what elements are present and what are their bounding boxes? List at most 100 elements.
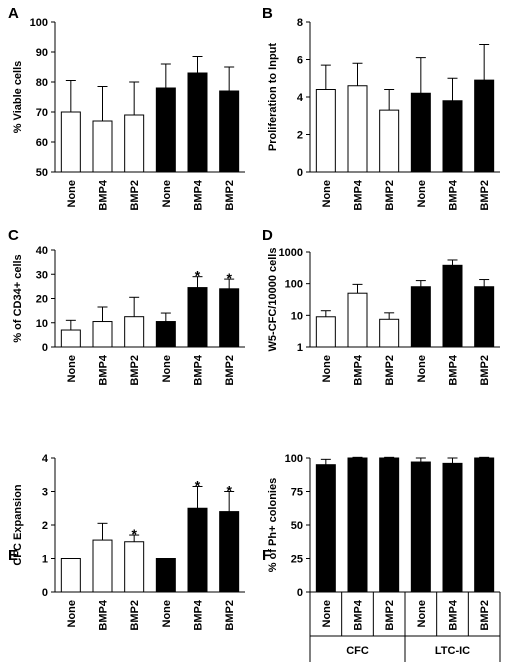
y-axis-label: % Viable cells xyxy=(12,61,24,134)
bar xyxy=(124,114,145,173)
bar xyxy=(474,286,495,348)
bar xyxy=(92,321,113,348)
bar xyxy=(187,507,208,593)
y-tick-label: 0 xyxy=(297,167,303,179)
category-label: None xyxy=(161,355,173,383)
category-label: BMP4 xyxy=(353,354,365,385)
y-tick-label: 1000 xyxy=(279,247,303,259)
bar xyxy=(60,329,81,348)
category-label: None xyxy=(161,180,173,208)
y-axis-label: Proliferation to Input xyxy=(267,43,279,151)
category-label: None xyxy=(66,355,78,383)
y-tick-label: 50 xyxy=(36,167,48,179)
bar xyxy=(442,100,463,173)
category-label: BMP2 xyxy=(224,180,236,211)
y-tick-label: 2 xyxy=(42,520,48,532)
y-tick-label: 4 xyxy=(42,453,49,465)
bar xyxy=(474,457,495,593)
panel-letter: C xyxy=(8,227,19,244)
bar xyxy=(410,461,431,593)
bar xyxy=(219,511,240,593)
y-tick-label: 40 xyxy=(36,245,48,257)
category-label: BMP2 xyxy=(479,355,491,386)
category-label: BMP4 xyxy=(193,599,205,630)
y-tick-label: 60 xyxy=(36,137,48,149)
panel-a: A 50 60 70 80 90 100 % Viable cells None BMP4 BMP2… xyxy=(8,5,245,211)
bar xyxy=(124,316,145,348)
group-label: CFC xyxy=(346,645,369,657)
panel-e: E 0 1 2 3 4 CFC Expansion None BMP4 * BMP2 None * BMP… xyxy=(8,453,245,631)
panel-letter: A xyxy=(8,5,19,22)
category-label: None xyxy=(416,600,428,628)
y-tick-label: 10 xyxy=(36,318,48,330)
category-label: BMP2 xyxy=(224,600,236,631)
category-label: None xyxy=(66,180,78,208)
category-label: BMP4 xyxy=(98,179,110,210)
category-label: None xyxy=(161,600,173,628)
category-label: BMP2 xyxy=(479,180,491,211)
bar xyxy=(379,109,400,173)
significance-marker: * xyxy=(226,270,232,286)
bar xyxy=(474,79,495,173)
category-label: BMP2 xyxy=(129,355,141,386)
category-label: None xyxy=(416,180,428,208)
y-tick-label: 1 xyxy=(297,342,303,354)
y-tick-label: 75 xyxy=(291,487,303,499)
category-label: None xyxy=(416,355,428,383)
bar xyxy=(347,85,368,173)
category-label: BMP2 xyxy=(129,180,141,211)
bar xyxy=(219,288,240,348)
bar xyxy=(410,92,431,173)
bar xyxy=(442,462,463,593)
y-tick-label: 30 xyxy=(36,269,48,281)
bar xyxy=(315,89,336,173)
bar xyxy=(92,539,113,593)
panel-b: B 0 2 4 6 8 Proliferation to Input None BMP4 BMP2… xyxy=(262,5,500,211)
y-tick-label: 3 xyxy=(42,487,48,499)
panel-letter: F xyxy=(262,547,271,564)
category-label: BMP2 xyxy=(129,600,141,631)
bar xyxy=(187,287,208,348)
significance-marker: * xyxy=(131,526,137,542)
panel-letter: D xyxy=(262,227,273,244)
bar xyxy=(60,558,81,593)
panel-letter: B xyxy=(262,5,273,22)
category-label: BMP4 xyxy=(353,179,365,210)
bar xyxy=(442,264,463,348)
y-axis-label: % of CD34+ cells xyxy=(12,254,24,342)
bar xyxy=(379,318,400,348)
category-label: BMP4 xyxy=(98,599,110,630)
y-tick-label: 0 xyxy=(42,342,48,354)
y-tick-label: 4 xyxy=(297,92,304,104)
category-label: BMP4 xyxy=(98,354,110,385)
panel-c: C 0 10 20 30 40 % of CD34+ cells None BMP4 BMP2 No… xyxy=(8,227,245,386)
y-tick-label: 1 xyxy=(42,554,48,566)
category-label: BMP4 xyxy=(448,179,460,210)
category-label: None xyxy=(66,600,78,628)
significance-marker: * xyxy=(195,268,201,284)
bar xyxy=(60,111,81,173)
y-tick-label: 25 xyxy=(291,554,303,566)
bar xyxy=(315,464,336,593)
y-axis-label: % of Ph+ colonies xyxy=(267,478,279,572)
y-tick-label: 100 xyxy=(285,453,303,465)
y-tick-label: 20 xyxy=(36,294,48,306)
y-tick-label: 100 xyxy=(30,17,48,29)
category-label: BMP2 xyxy=(384,180,396,211)
category-label: BMP4 xyxy=(193,354,205,385)
category-label: BMP2 xyxy=(479,600,491,631)
y-tick-label: 70 xyxy=(36,107,48,119)
panel-letter: E xyxy=(8,547,18,564)
category-label: None xyxy=(321,180,333,208)
y-tick-label: 8 xyxy=(297,17,303,29)
category-label: None xyxy=(321,600,333,628)
y-tick-label: 10 xyxy=(291,310,303,322)
category-label: BMP2 xyxy=(384,600,396,631)
y-tick-label: 0 xyxy=(297,587,303,599)
y-axis-label: W5-CFC/10000 cells xyxy=(267,248,279,352)
category-label: BMP2 xyxy=(384,355,396,386)
y-axis-label: CFC Expansion xyxy=(12,484,24,566)
y-tick-label: 50 xyxy=(291,520,303,532)
